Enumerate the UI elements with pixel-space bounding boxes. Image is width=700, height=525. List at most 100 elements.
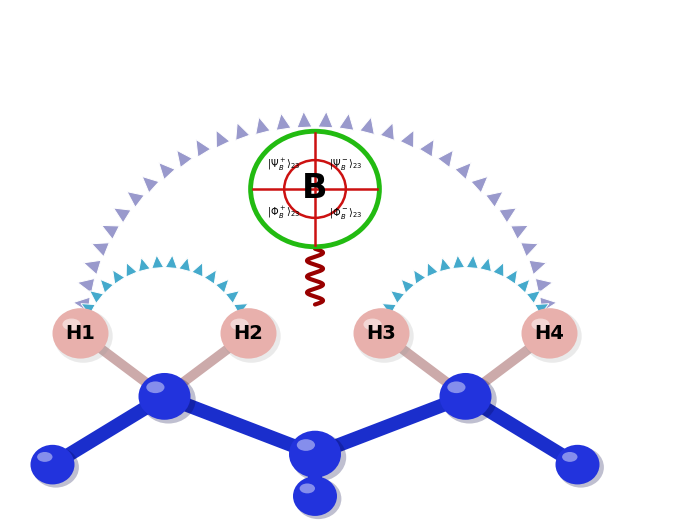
Polygon shape	[419, 140, 434, 157]
Polygon shape	[139, 258, 150, 271]
Polygon shape	[159, 163, 175, 180]
Ellipse shape	[251, 131, 379, 247]
Polygon shape	[83, 260, 101, 275]
Ellipse shape	[297, 439, 315, 451]
Polygon shape	[360, 117, 374, 134]
Polygon shape	[196, 140, 211, 157]
Polygon shape	[113, 208, 131, 223]
Text: H4: H4	[535, 324, 564, 343]
Ellipse shape	[522, 308, 578, 359]
Polygon shape	[240, 317, 254, 328]
Polygon shape	[234, 303, 248, 315]
Polygon shape	[142, 176, 159, 193]
Polygon shape	[486, 192, 503, 207]
Ellipse shape	[354, 308, 410, 359]
Polygon shape	[204, 270, 216, 284]
Polygon shape	[276, 113, 291, 130]
Ellipse shape	[54, 310, 113, 363]
Ellipse shape	[556, 445, 599, 485]
Ellipse shape	[31, 445, 74, 485]
Polygon shape	[455, 163, 471, 180]
Polygon shape	[178, 258, 190, 271]
Polygon shape	[102, 225, 119, 239]
Polygon shape	[391, 291, 405, 303]
Polygon shape	[438, 150, 453, 167]
Ellipse shape	[33, 447, 79, 488]
Polygon shape	[236, 123, 250, 140]
Polygon shape	[339, 113, 354, 130]
Polygon shape	[256, 117, 270, 134]
Ellipse shape	[230, 319, 248, 330]
Polygon shape	[541, 317, 555, 328]
Polygon shape	[318, 111, 333, 128]
Text: H2: H2	[234, 324, 263, 343]
Ellipse shape	[562, 452, 578, 462]
Polygon shape	[535, 303, 549, 315]
Polygon shape	[100, 279, 113, 293]
Ellipse shape	[355, 310, 414, 363]
Polygon shape	[177, 150, 192, 167]
Polygon shape	[192, 262, 203, 277]
Ellipse shape	[293, 476, 337, 516]
Polygon shape	[400, 130, 414, 148]
Polygon shape	[511, 225, 528, 239]
Polygon shape	[92, 243, 109, 257]
Polygon shape	[480, 258, 491, 271]
Text: H1: H1	[66, 324, 95, 343]
Ellipse shape	[222, 310, 281, 363]
Polygon shape	[382, 303, 396, 315]
Polygon shape	[414, 270, 426, 284]
Polygon shape	[78, 278, 94, 293]
Polygon shape	[499, 208, 517, 223]
Ellipse shape	[141, 375, 196, 424]
Ellipse shape	[289, 430, 341, 478]
Polygon shape	[493, 262, 504, 277]
Polygon shape	[376, 317, 390, 328]
Text: $|\Phi^-_B\rangle_{23}$: $|\Phi^-_B\rangle_{23}$	[329, 206, 363, 220]
Polygon shape	[505, 270, 517, 284]
Polygon shape	[152, 255, 164, 268]
Ellipse shape	[558, 447, 604, 488]
Ellipse shape	[440, 373, 491, 420]
Text: $|\Psi^-_B\rangle_{23}$: $|\Psi^-_B\rangle_{23}$	[329, 158, 363, 172]
Ellipse shape	[523, 310, 582, 363]
Text: $|\Psi^+_B\rangle_{23}$: $|\Psi^+_B\rangle_{23}$	[267, 156, 301, 173]
Polygon shape	[372, 329, 386, 341]
Text: $|\Phi^+_B\rangle_{23}$: $|\Phi^+_B\rangle_{23}$	[267, 205, 301, 222]
Polygon shape	[536, 278, 552, 293]
Polygon shape	[113, 270, 125, 284]
Polygon shape	[74, 297, 90, 312]
Ellipse shape	[300, 484, 315, 494]
Polygon shape	[216, 279, 229, 293]
Polygon shape	[75, 317, 89, 328]
Polygon shape	[225, 291, 239, 303]
Polygon shape	[401, 279, 414, 293]
Polygon shape	[380, 123, 394, 140]
Polygon shape	[216, 130, 230, 148]
Ellipse shape	[139, 373, 190, 420]
Polygon shape	[526, 291, 540, 303]
Polygon shape	[90, 291, 104, 303]
Polygon shape	[440, 258, 452, 271]
Polygon shape	[466, 255, 478, 268]
Ellipse shape	[447, 382, 466, 393]
Polygon shape	[545, 329, 559, 341]
Polygon shape	[427, 262, 438, 277]
Polygon shape	[297, 111, 312, 128]
Ellipse shape	[363, 319, 382, 330]
Text: B: B	[302, 173, 328, 205]
Polygon shape	[71, 329, 85, 341]
Polygon shape	[126, 262, 137, 277]
Ellipse shape	[37, 452, 52, 462]
Ellipse shape	[292, 433, 346, 481]
Ellipse shape	[442, 375, 497, 424]
Polygon shape	[81, 303, 95, 315]
Polygon shape	[540, 297, 557, 312]
Polygon shape	[165, 255, 177, 268]
Ellipse shape	[52, 308, 108, 359]
Polygon shape	[521, 243, 538, 257]
Polygon shape	[517, 279, 530, 293]
Polygon shape	[471, 176, 488, 193]
Polygon shape	[244, 329, 258, 341]
Ellipse shape	[62, 319, 80, 330]
